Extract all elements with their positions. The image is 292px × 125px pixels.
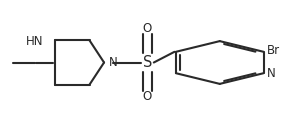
Text: Br: Br: [267, 44, 280, 57]
Text: N: N: [267, 67, 276, 80]
Text: HN: HN: [26, 35, 44, 48]
Text: O: O: [143, 22, 152, 35]
Text: N: N: [109, 56, 118, 69]
Text: O: O: [143, 90, 152, 103]
Text: S: S: [143, 55, 152, 70]
